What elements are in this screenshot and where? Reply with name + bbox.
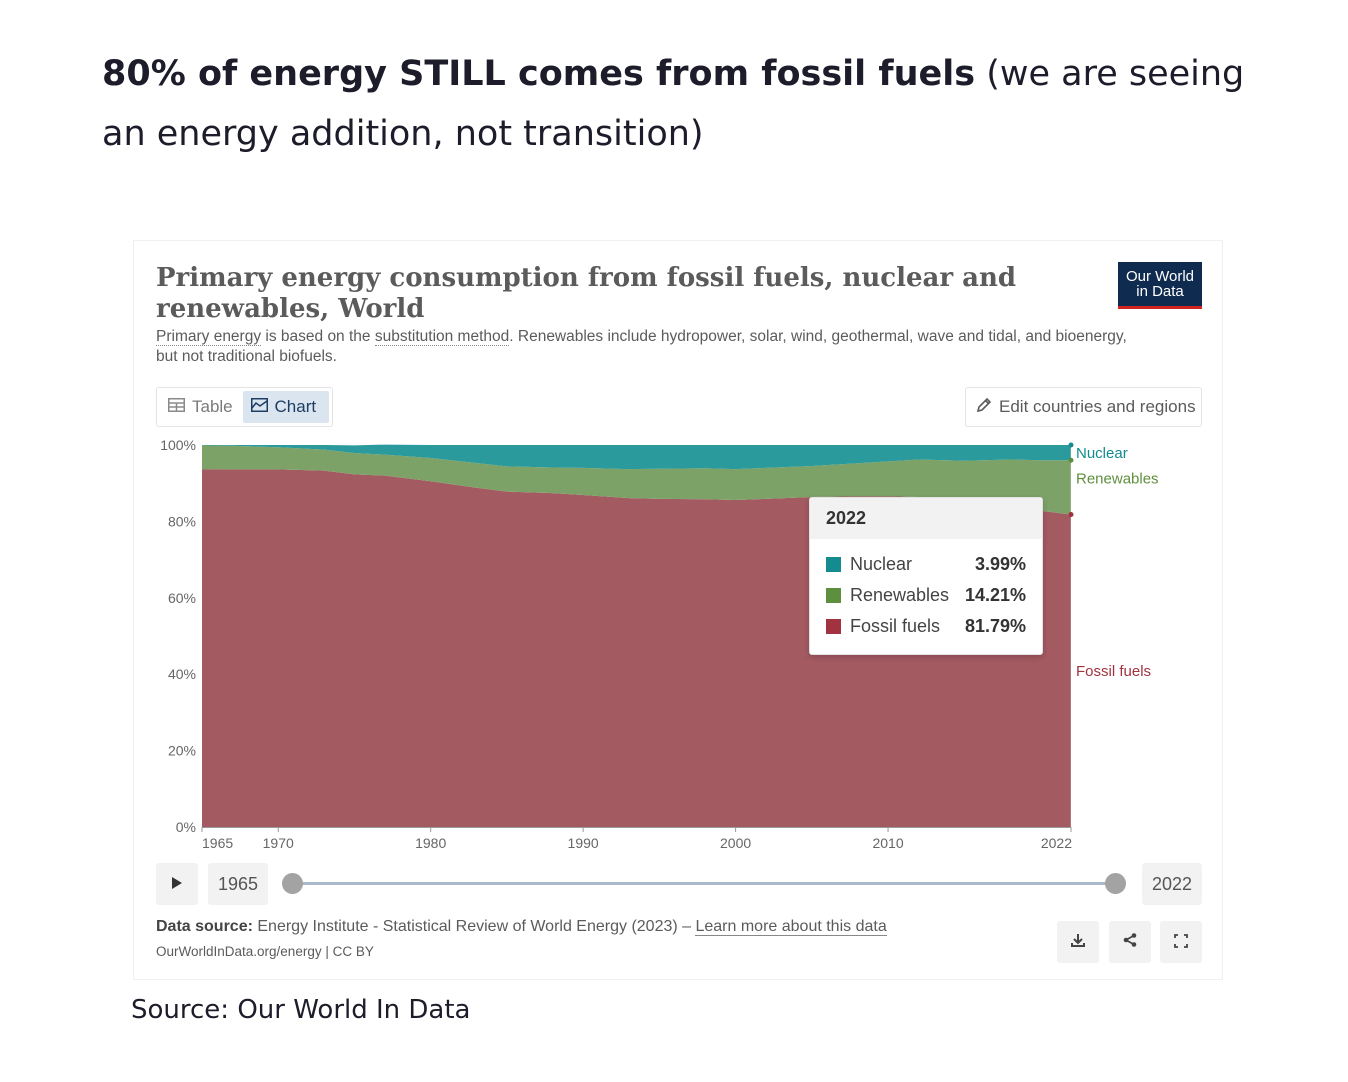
x-tick-label: 1970 xyxy=(263,835,294,851)
share-icon xyxy=(1122,932,1138,952)
download-button[interactable] xyxy=(1057,921,1099,963)
y-tick-label: 20% xyxy=(168,743,196,759)
tooltip-year: 2022 xyxy=(810,498,1042,539)
share-button[interactable] xyxy=(1109,921,1151,963)
tooltip-name: Renewables xyxy=(850,585,950,605)
x-tick-label: 2010 xyxy=(872,835,903,851)
image-caption: Source: Our World In Data xyxy=(131,995,471,1025)
timeline-track[interactable] xyxy=(292,882,1116,885)
tab-chart-label: Chart xyxy=(274,397,317,416)
chart-title: Primary energy consumption from fossil f… xyxy=(156,263,1017,324)
x-tick-label: 2022 xyxy=(1041,835,1072,851)
timeline-start-year[interactable]: 1965 xyxy=(208,863,268,905)
y-tick-label: 60% xyxy=(168,590,196,606)
table-icon xyxy=(168,397,185,417)
tooltip: 2022 Nuclear 3.99% Renewables 14.21% Fos… xyxy=(809,497,1043,655)
chart-icon xyxy=(250,397,268,417)
chart-card: Primary energy consumption from fossil f… xyxy=(133,240,1223,980)
pencil-icon xyxy=(976,397,992,418)
view-toggle: Table Chart xyxy=(156,387,333,427)
data-source: Data source: Energy Institute - Statisti… xyxy=(156,918,887,936)
tooltip-value: 3.99% xyxy=(974,554,1026,574)
renewables-end-point xyxy=(1068,457,1074,463)
stacked-area-chart: 0% 20% 40% 60% 80% 100% 1965 1970 1980 1990 2000 20… xyxy=(160,437,1159,851)
headline-bold: 80% of energy STILL comes from fossil fu… xyxy=(102,54,976,94)
x-tick-label: 1990 xyxy=(568,835,599,851)
substitution-method-link[interactable]: substitution method xyxy=(374,328,510,346)
fullscreen-button[interactable] xyxy=(1160,921,1202,963)
chart-subtitle: Primary energy is based on the substitut… xyxy=(156,327,1136,367)
source-url[interactable]: OurWorldInData.org/energy | CC BY xyxy=(156,944,374,959)
renewables-series-label: Renewables xyxy=(1076,470,1159,487)
x-tick-label: 1965 xyxy=(202,835,233,851)
play-icon xyxy=(171,875,183,894)
nuclear-series-label: Nuclear xyxy=(1076,445,1128,462)
headline: 80% of energy STILL comes from fossil fu… xyxy=(102,44,1252,164)
y-tick-label: 40% xyxy=(168,666,196,682)
edit-countries-label: Edit countries and regions xyxy=(999,397,1196,416)
x-tick-label: 2000 xyxy=(720,835,751,851)
nuclear-end-point xyxy=(1068,442,1074,448)
timeline-end-handle[interactable] xyxy=(1105,873,1126,894)
data-source-text: Energy Institute - Statistical Review of… xyxy=(252,918,696,935)
primary-energy-link[interactable]: Primary energy xyxy=(156,328,262,346)
timeline-start-handle[interactable] xyxy=(282,873,303,894)
y-tick-label: 100% xyxy=(160,437,196,453)
tab-table[interactable]: Table xyxy=(160,391,243,423)
fullscreen-icon xyxy=(1174,933,1188,952)
learn-more-link[interactable]: Learn more about this data xyxy=(695,918,887,936)
tooltip-name: Nuclear xyxy=(850,554,913,574)
tooltip-row-fossil: Fossil fuels 81.79% xyxy=(810,611,1042,642)
fossil-end-point xyxy=(1068,512,1074,518)
subtitle-text-1: is based on the xyxy=(261,328,375,345)
nuclear-area xyxy=(202,444,1071,470)
renewables-swatch xyxy=(826,588,841,603)
renewables-area xyxy=(202,445,1071,515)
x-tick-label: 1980 xyxy=(415,835,446,851)
timeline-end-year[interactable]: 2022 xyxy=(1142,863,1202,905)
tooltip-value: 81.79% xyxy=(964,616,1026,636)
logo-accent-bar xyxy=(1118,306,1202,309)
tooltip-value: 14.21% xyxy=(964,585,1026,605)
edit-countries-button[interactable]: Edit countries and regions xyxy=(965,387,1202,427)
logo-line-2: in Data xyxy=(1136,283,1184,300)
y-tick-label: 0% xyxy=(176,819,196,835)
tooltip-name: Fossil fuels xyxy=(850,616,941,636)
download-icon xyxy=(1070,932,1086,952)
owid-logo[interactable]: Our World in Data xyxy=(1118,262,1202,309)
nuclear-swatch xyxy=(826,557,841,572)
tab-table-label: Table xyxy=(192,397,233,416)
y-tick-label: 80% xyxy=(168,513,196,529)
data-source-label: Data source: xyxy=(156,918,253,935)
headline-rest: (we are seeing an energy addition, not t… xyxy=(102,54,1245,154)
tooltip-row-nuclear: Nuclear 3.99% xyxy=(810,549,1042,580)
tab-chart[interactable]: Chart xyxy=(242,391,329,423)
fossil-swatch xyxy=(826,619,841,634)
fossil-series-label: Fossil fuels xyxy=(1076,663,1151,680)
logo-line-1: Our World xyxy=(1125,268,1195,285)
play-button[interactable] xyxy=(156,863,198,905)
subtitle-text-2: . Renewables include hydropower, solar, … xyxy=(156,328,1127,365)
tooltip-row-renewables: Renewables 14.21% xyxy=(810,580,1042,611)
